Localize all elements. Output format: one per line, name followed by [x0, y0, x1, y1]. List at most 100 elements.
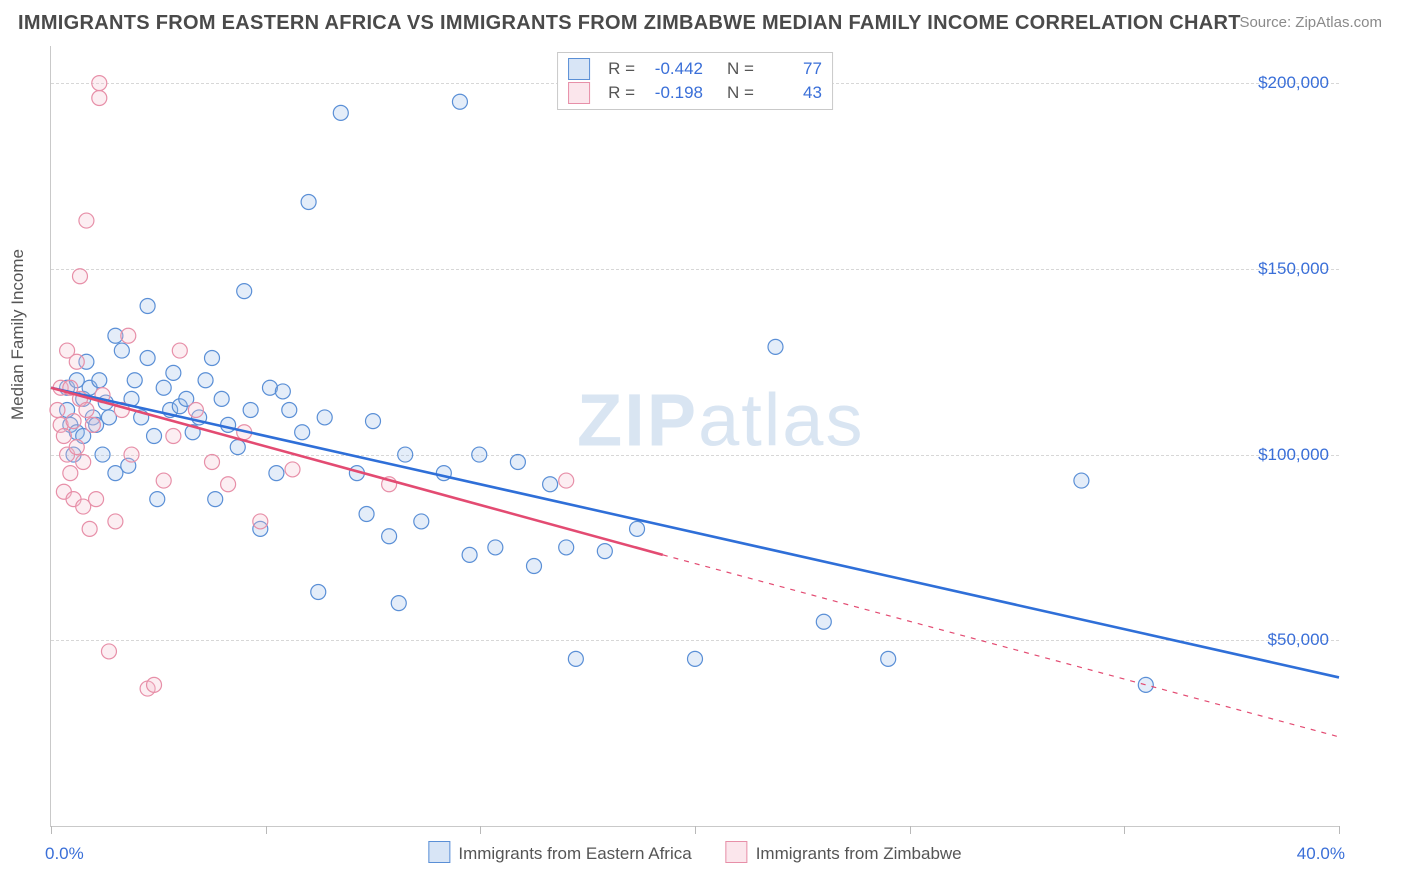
- data-point: [92, 373, 107, 388]
- data-point: [295, 425, 310, 440]
- data-point: [101, 644, 116, 659]
- data-point: [543, 477, 558, 492]
- data-point: [156, 473, 171, 488]
- data-point: [50, 403, 65, 418]
- x-tick: [480, 826, 481, 834]
- data-point: [166, 365, 181, 380]
- y-axis-label: Median Family Income: [8, 249, 28, 420]
- data-point: [72, 269, 87, 284]
- data-point: [208, 492, 223, 507]
- data-point: [85, 417, 100, 432]
- trend-line: [51, 388, 1339, 678]
- n-value: 77: [764, 59, 822, 79]
- data-point: [881, 651, 896, 666]
- data-point: [82, 521, 97, 536]
- data-point: [559, 473, 574, 488]
- x-tick: [266, 826, 267, 834]
- data-point: [124, 447, 139, 462]
- data-point: [1138, 677, 1153, 692]
- data-point: [114, 343, 129, 358]
- data-point: [172, 343, 187, 358]
- data-point: [1074, 473, 1089, 488]
- data-point: [205, 351, 220, 366]
- r-label: R =: [608, 59, 635, 79]
- data-point: [66, 414, 81, 429]
- data-point: [382, 529, 397, 544]
- data-point: [76, 455, 91, 470]
- data-point: [156, 380, 171, 395]
- data-point: [166, 429, 181, 444]
- data-point: [282, 403, 297, 418]
- legend-label: Immigrants from Zimbabwe: [756, 844, 962, 863]
- data-point: [69, 354, 84, 369]
- data-point: [79, 213, 94, 228]
- legend-label: Immigrants from Eastern Africa: [458, 844, 691, 863]
- data-point: [768, 339, 783, 354]
- data-point: [398, 447, 413, 462]
- r-value: -0.442: [645, 59, 703, 79]
- x-axis-max-label: 40.0%: [1297, 844, 1345, 864]
- legend-swatch: [568, 58, 590, 80]
- data-point: [127, 373, 142, 388]
- data-point: [462, 547, 477, 562]
- r-value: -0.198: [645, 83, 703, 103]
- legend-swatch: [568, 82, 590, 104]
- data-point: [243, 403, 258, 418]
- data-point: [510, 455, 525, 470]
- data-point: [147, 429, 162, 444]
- trend-line: [51, 388, 663, 555]
- data-point: [816, 614, 831, 629]
- series-legend: Immigrants from Eastern Africa Immigrants…: [428, 841, 961, 864]
- data-point: [688, 651, 703, 666]
- data-point: [311, 585, 326, 600]
- data-point: [121, 328, 136, 343]
- plot-area: ZIPatlas $50,000$100,000$150,000$200,000…: [50, 46, 1339, 827]
- legend-swatch: [726, 841, 748, 863]
- data-point: [630, 521, 645, 536]
- data-point: [214, 391, 229, 406]
- data-point: [317, 410, 332, 425]
- data-point: [230, 440, 245, 455]
- correlation-legend: R = -0.442N = 77R = -0.198N = 43: [557, 52, 833, 110]
- data-point: [359, 507, 374, 522]
- chart-title: IMMIGRANTS FROM EASTERN AFRICA VS IMMIGR…: [18, 12, 1241, 35]
- data-point: [79, 403, 94, 418]
- data-point: [597, 544, 612, 559]
- data-point: [92, 76, 107, 91]
- legend-item: Immigrants from Eastern Africa: [428, 841, 691, 864]
- data-point: [527, 559, 542, 574]
- data-point: [333, 105, 348, 120]
- data-point: [253, 514, 268, 529]
- data-point: [472, 447, 487, 462]
- data-point: [205, 455, 220, 470]
- data-point: [188, 403, 203, 418]
- x-tick: [1124, 826, 1125, 834]
- data-point: [69, 440, 84, 455]
- data-point: [559, 540, 574, 555]
- data-point: [366, 414, 381, 429]
- source-label: Source: ZipAtlas.com: [1239, 14, 1382, 31]
- data-point: [488, 540, 503, 555]
- data-point: [56, 429, 71, 444]
- trend-line-extrapolated: [663, 555, 1339, 737]
- data-point: [150, 492, 165, 507]
- data-point: [568, 651, 583, 666]
- data-point: [108, 514, 123, 529]
- data-point: [140, 351, 155, 366]
- data-point: [63, 466, 78, 481]
- x-axis-min-label: 0.0%: [45, 844, 84, 864]
- x-tick: [51, 826, 52, 834]
- data-point: [285, 462, 300, 477]
- x-tick: [1339, 826, 1340, 834]
- data-point: [237, 284, 252, 299]
- r-label: R =: [608, 83, 635, 103]
- n-label: N =: [727, 59, 754, 79]
- data-point: [269, 466, 284, 481]
- n-value: 43: [764, 83, 822, 103]
- data-point: [221, 417, 236, 432]
- data-point: [89, 492, 104, 507]
- data-point: [301, 195, 316, 210]
- data-point: [452, 94, 467, 109]
- data-point: [391, 596, 406, 611]
- data-point: [275, 384, 290, 399]
